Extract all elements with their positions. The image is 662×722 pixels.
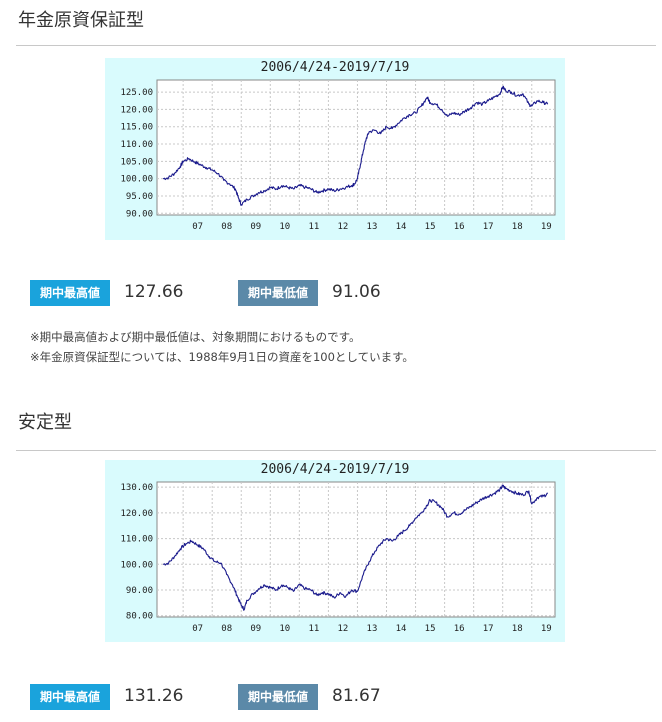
series-line (163, 85, 549, 206)
chart-title: 2006/4/24-2019/7/19 (260, 60, 410, 75)
note-base: ※年金原資保証型については、1988年9月1日の資産を100としています。 (30, 350, 414, 364)
max-value-badge: 期中最高値 (30, 280, 111, 306)
y-tick-label: 120.00 (120, 105, 153, 115)
x-tick-label: 15 (425, 222, 436, 232)
x-tick-label: 10 (279, 624, 290, 634)
y-tick-label: 100.00 (120, 175, 153, 185)
series-line (163, 484, 549, 611)
x-tick-label: 11 (308, 222, 319, 232)
x-tick-label: 18 (512, 624, 523, 634)
line-chart: 80.00 90.00 100.00 110.00 120.00 130.00 07 08 09… (120, 481, 556, 634)
chart-panel: 2006/4/24-2019/7/19 80.00 90.00 100.00 110.… (105, 460, 565, 642)
y-tick-label: 125.00 (120, 88, 153, 98)
max-value: 131.26 (124, 686, 184, 706)
x-tick-label: 15 (425, 624, 436, 634)
x-tick-label: 16 (454, 624, 465, 634)
y-tick-label: 105.00 (120, 157, 153, 167)
x-tick-label: 16 (454, 222, 465, 232)
x-tick-label: 14 (396, 222, 407, 232)
section-title: 安定型 (18, 412, 72, 433)
section-divider (16, 450, 656, 451)
min-value: 81.67 (332, 686, 381, 706)
y-tick-label: 90.00 (126, 586, 153, 596)
y-tick-label: 130.00 (120, 483, 153, 493)
y-tick-label: 90.00 (126, 209, 153, 219)
x-tick-label: 11 (308, 624, 319, 634)
min-value-badge: 期中最低値 (238, 684, 319, 710)
x-tick-label: 19 (541, 624, 552, 634)
plot-area (156, 79, 556, 216)
x-tick-label: 13 (367, 624, 378, 634)
x-tick-label: 10 (279, 222, 290, 232)
x-tick-label: 08 (221, 624, 232, 634)
x-tick-label: 19 (541, 222, 552, 232)
x-tick-label: 14 (396, 624, 407, 634)
x-tick-label: 18 (512, 222, 523, 232)
y-tick-label: 115.00 (120, 123, 153, 133)
x-tick-label: 09 (250, 624, 261, 634)
line-chart: 90.00 95.00 100.00 105.00 110.00 115.00 120.00… (120, 79, 556, 232)
plot-area (156, 481, 556, 618)
y-tick-label: 110.00 (120, 140, 153, 150)
x-tick-label: 07 (192, 624, 203, 634)
section-divider (16, 45, 656, 46)
y-tick-label: 100.00 (120, 560, 153, 570)
x-tick-label: 07 (192, 222, 203, 232)
x-tick-label: 17 (483, 624, 494, 634)
x-tick-label: 12 (338, 624, 349, 634)
x-tick-label: 08 (221, 222, 232, 232)
y-tick-label: 110.00 (120, 535, 153, 545)
min-value-badge: 期中最低値 (238, 280, 319, 306)
note-period: ※期中最高値および期中最低値は、対象期間におけるものです。 (30, 330, 361, 344)
x-tick-label: 17 (483, 222, 494, 232)
x-tick-label: 12 (338, 222, 349, 232)
min-value: 91.06 (332, 282, 381, 302)
y-tick-label: 95.00 (126, 192, 153, 202)
max-value-badge: 期中最高値 (30, 684, 111, 710)
max-value: 127.66 (124, 282, 184, 302)
y-tick-label: 120.00 (120, 509, 153, 519)
y-tick-label: 80.00 (126, 612, 153, 622)
x-tick-label: 09 (250, 222, 261, 232)
x-tick-label: 13 (367, 222, 378, 232)
chart-panel: 2006/4/24-2019/7/19 90.00 95.00 100.00 105.… (105, 58, 565, 240)
chart-title: 2006/4/24-2019/7/19 (260, 462, 410, 477)
section-title: 年金原資保証型 (18, 10, 144, 31)
